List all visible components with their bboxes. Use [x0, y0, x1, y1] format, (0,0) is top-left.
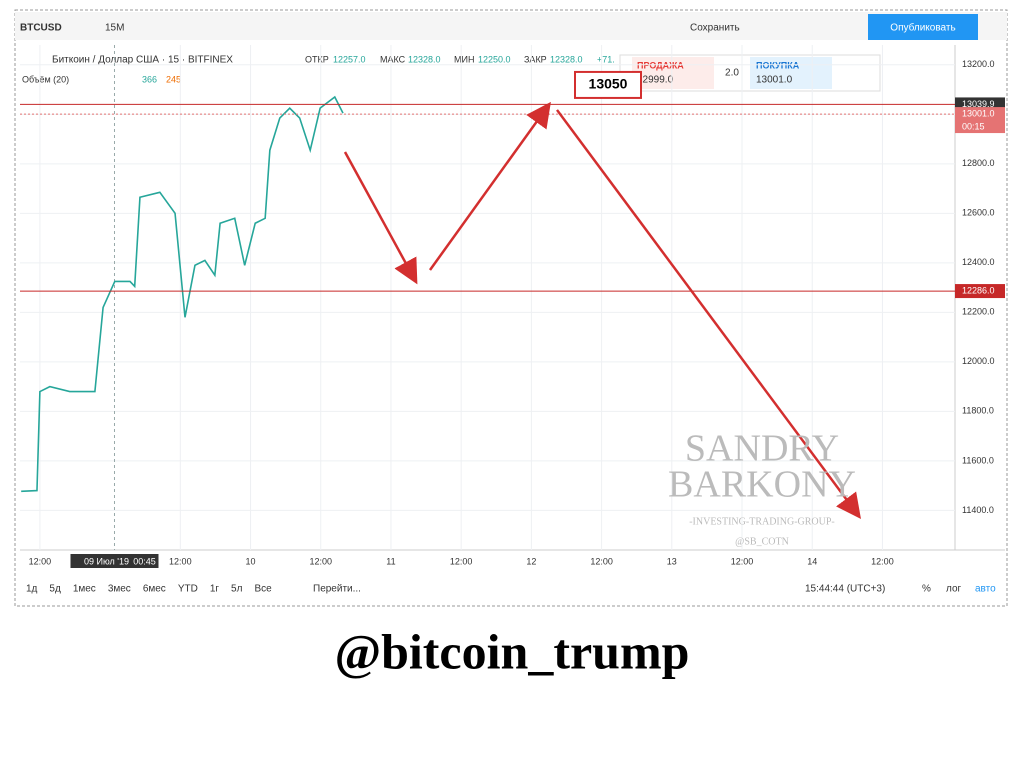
x-tick-label: 12:00 — [29, 556, 52, 566]
percent[interactable]: % — [922, 584, 931, 595]
range-button[interactable]: 1мес — [73, 584, 96, 595]
bid-tag — [955, 107, 1005, 134]
y-tick-label: 11600.0 — [962, 455, 994, 465]
log[interactable]: лог — [946, 584, 962, 595]
y-tick-label: 12000.0 — [962, 356, 995, 366]
range-button[interactable]: 6мес — [143, 584, 166, 595]
arrow — [343, 151, 418, 285]
y-tick-label: 13200.0 — [962, 59, 995, 69]
close: 12328.0 — [550, 54, 583, 64]
price-level-label: 12286.0 — [962, 285, 995, 295]
chart-header-title: Биткоин / Доллар США · 15 · BITFINEX — [52, 55, 233, 66]
price-level-tag — [955, 284, 1005, 299]
y-tick-label: 12400.0 — [962, 257, 995, 267]
publish-button[interactable] — [868, 14, 978, 40]
y-tick-label: 12600.0 — [962, 208, 995, 218]
annotation-box — [574, 70, 642, 99]
watermark-3: -INVESTING-TRADING-GROUP- — [689, 516, 835, 527]
x-tick-label: 12:00 — [450, 556, 473, 566]
cursor-date: 09 Июл '19 — [84, 556, 129, 566]
clock: 15:44:44 (UTC+3) — [805, 584, 885, 595]
arrow — [555, 109, 861, 520]
spread: 2.0 — [725, 68, 739, 79]
volume-label: Объём (20) — [22, 74, 69, 84]
publish[interactable]: Опубликовать — [890, 22, 955, 34]
x-tick-label: 10 — [246, 556, 256, 566]
plot: 11400.0 11600.0 11800.0 12000.0 12200.0 12400… — [20, 45, 1005, 568]
watermark-2: BARKONY — [668, 464, 856, 506]
y-tick-label: 11400.0 — [962, 505, 994, 515]
watermark-1: SANDRY — [685, 428, 839, 470]
x-tick-label: 13 — [667, 556, 677, 566]
x-tick-label: 12:00 — [169, 556, 192, 566]
footer: @bitcoin_trump — [335, 623, 690, 679]
cursor-time: 00:45 — [133, 556, 156, 566]
volume-a: 366 — [142, 74, 157, 84]
cursor-label-box — [70, 554, 159, 568]
low-label: МИН — [454, 54, 474, 64]
range-bar: 1д 5д 1мес 3мес 6мес YTD 1г 5л Все — [26, 584, 272, 595]
range-button[interactable]: YTD — [178, 584, 198, 595]
arrow — [428, 101, 551, 271]
price-level-label: 13039.9 — [962, 99, 995, 109]
sell-box[interactable] — [632, 57, 714, 89]
high-label: МАКС — [380, 54, 406, 64]
change: +71. — [597, 54, 615, 64]
range-button[interactable]: Все — [254, 584, 272, 595]
interval[interactable]: 15M — [105, 23, 124, 34]
price-line — [21, 95, 344, 493]
bid-timer: 00:15 — [962, 121, 985, 131]
goto[interactable]: Перейти... — [313, 584, 361, 595]
x-tick-label: 11 — [386, 556, 395, 566]
sell-label[interactable]: ПРОДАЖА — [637, 60, 684, 70]
bid-label: 13001.0 — [962, 108, 995, 118]
close-label: ЗАКР — [524, 54, 547, 64]
range-button[interactable]: 1г — [210, 584, 220, 595]
symbol[interactable]: BTCUSD — [20, 23, 62, 34]
save[interactable]: Сохранить — [690, 23, 740, 34]
toolbar — [15, 12, 1007, 40]
x-tick-label: 12:00 — [871, 556, 894, 566]
range-button[interactable]: 1д — [26, 584, 38, 595]
x-tick-label: 12:00 — [590, 556, 613, 566]
y-tick-label: 11800.0 — [962, 406, 994, 416]
sell-price[interactable]: 12999.0 — [637, 75, 674, 86]
buy-box[interactable] — [750, 57, 832, 89]
low: 12250.0 — [478, 54, 511, 64]
buy-label[interactable]: ПОКУПКА — [756, 60, 800, 70]
x-tick-label: 14 — [807, 556, 817, 566]
range-button[interactable]: 3мес — [108, 584, 131, 595]
range-button[interactable]: 5л — [231, 584, 243, 595]
volume-b: 245 — [166, 74, 181, 84]
high: 12328.0 — [408, 54, 441, 64]
y-tick-label: 12200.0 — [962, 307, 995, 317]
frame — [14, 9, 1008, 607]
open: 12257.0 — [333, 54, 366, 64]
y-tick-label: 12800.0 — [962, 158, 995, 168]
buy-price[interactable]: 13001.0 — [756, 75, 793, 86]
open-label: ОТКР — [305, 54, 329, 64]
x-tick-label: 12:00 — [309, 556, 332, 566]
annotation-label: 13050 — [589, 76, 628, 92]
x-tick-label: 12 — [526, 556, 536, 566]
watermark-handle: @SB_COTN — [735, 536, 789, 547]
auto[interactable]: авто — [975, 584, 996, 595]
range-button[interactable]: 5д — [49, 584, 61, 595]
x-tick-label: 12:00 — [731, 556, 754, 566]
